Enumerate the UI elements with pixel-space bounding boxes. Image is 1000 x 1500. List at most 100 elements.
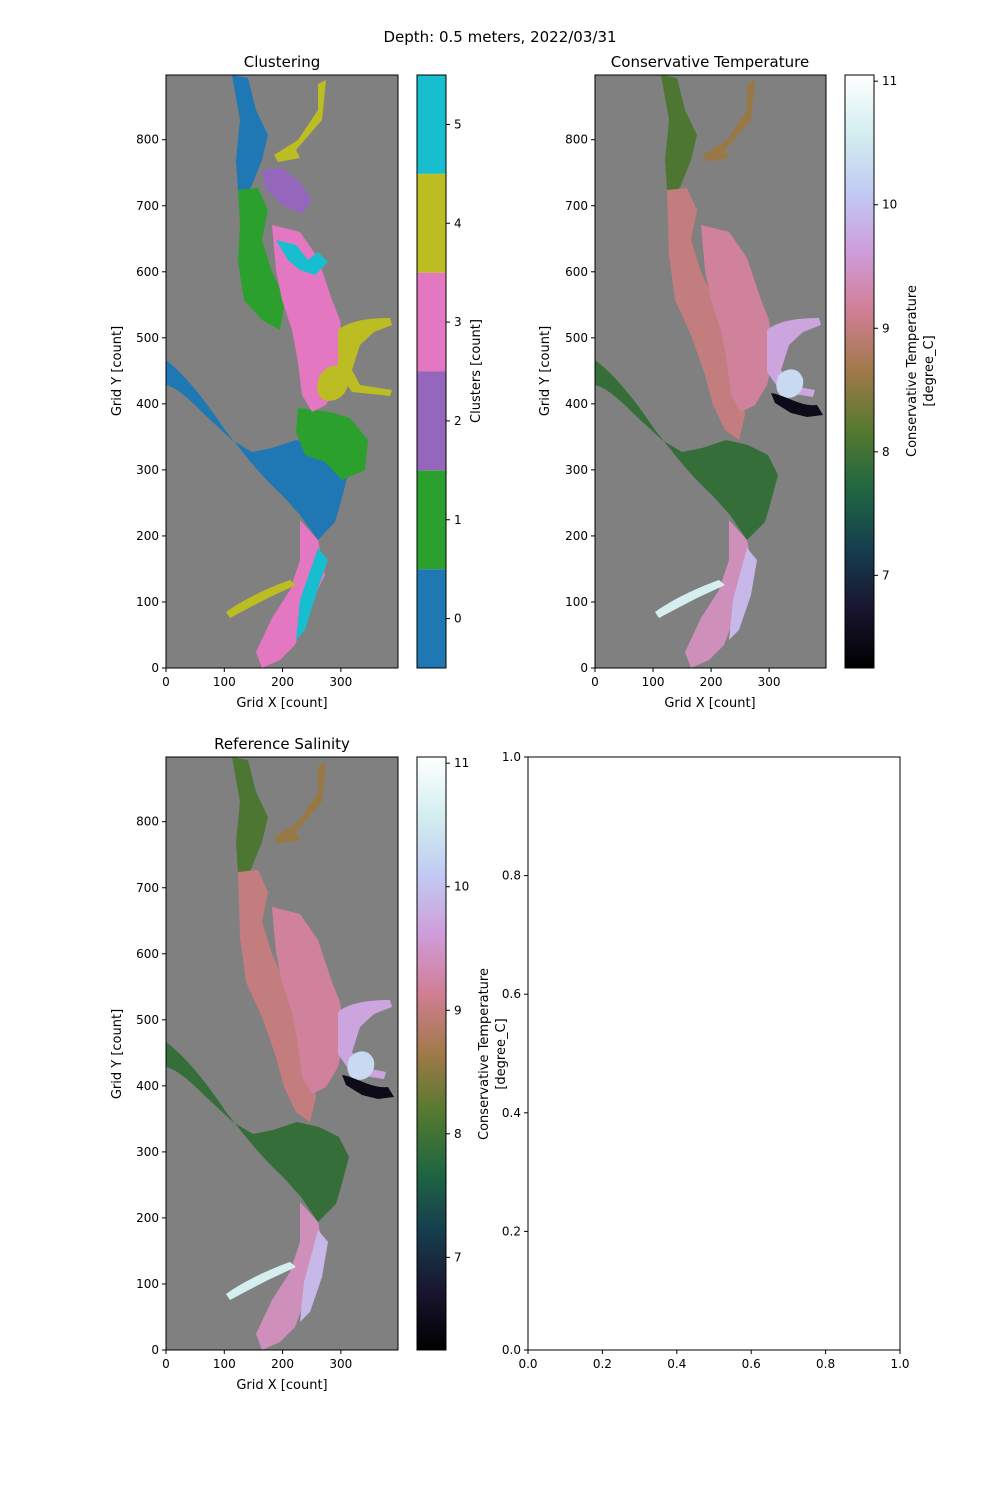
water-cluster-1-mid xyxy=(296,408,368,480)
x-tick-label: 200 xyxy=(271,675,294,689)
y-tick-label: 0.0 xyxy=(502,1343,521,1357)
colorbar-segment-2 xyxy=(417,371,446,471)
x-axis: 0 100 200 300 xyxy=(162,668,352,689)
colorbar-segment-3 xyxy=(417,272,446,372)
colorbar-clusters: 0 1 2 3 4 5 xyxy=(416,74,462,669)
colorbar-tick-label: 8 xyxy=(454,1127,462,1141)
y-tick-label: 0.4 xyxy=(502,1106,521,1120)
colorbar-tick-label: 0 xyxy=(454,612,462,626)
water-cluster-3-main xyxy=(272,225,345,412)
panel-reference-salinity: Reference Salinity 0 100 200 300 0 100 200 300… xyxy=(110,735,509,1393)
x-tick-label: 300 xyxy=(329,675,352,689)
colorbar-label-line-2: [degree_C] xyxy=(494,1018,509,1089)
y-tick-label: 100 xyxy=(136,1277,159,1291)
cluster-map xyxy=(166,75,392,668)
colorbar-label-line-1: Conservative Temperature xyxy=(905,285,920,457)
y-axis: 0 100 200 300 400 500 600 700 800 xyxy=(136,815,166,1357)
water-cluster-2 xyxy=(262,168,312,214)
y-axis-label: Grid Y [count] xyxy=(538,326,553,416)
colorbar-segment-0 xyxy=(417,569,446,668)
colorbar-temperature: 7 8 9 10 11 xyxy=(416,756,469,1351)
colorbar-tick-label: 9 xyxy=(454,1003,462,1017)
water-cluster-4-inlet-south xyxy=(226,580,296,618)
x-tick-label: 300 xyxy=(329,1357,352,1371)
water-cluster-5-south xyxy=(296,548,328,640)
x-tick-label: 100 xyxy=(642,675,665,689)
x-axis-label: Grid X [count] xyxy=(236,696,327,711)
y-axis: 0.0 0.2 0.4 0.6 0.8 1.0 xyxy=(502,750,528,1357)
colorbar-segment-5 xyxy=(417,75,446,174)
x-tick-label: 300 xyxy=(758,675,781,689)
x-tick-label: 0 xyxy=(591,675,599,689)
axes-frame xyxy=(594,74,827,669)
y-axis-label: Grid Y [count] xyxy=(110,326,125,416)
panel-conservative-temperature: Conservative Temperature 0 100 200 300 0100… xyxy=(538,53,937,711)
y-tick-label: 800 xyxy=(136,815,159,829)
colorbar-tick-label: 5 xyxy=(454,117,462,131)
water-region-south-channel xyxy=(256,1202,325,1350)
x-tick-label: 0 xyxy=(162,1357,170,1371)
panel-title: Clustering xyxy=(244,53,320,71)
colorbar-segment-1 xyxy=(417,470,446,570)
y-tick-label: 700 xyxy=(136,199,159,213)
x-tick-label: 100 xyxy=(213,1357,236,1371)
y-tick-label: 0.8 xyxy=(502,869,521,883)
colorbar-tick-label: 11 xyxy=(454,756,469,770)
x-tick-label: 0.2 xyxy=(593,1357,612,1371)
water-region-strait-west xyxy=(595,360,778,540)
y-tick-label: 300 xyxy=(136,1145,159,1159)
water-region-cold-channel xyxy=(771,393,823,417)
colorbar-tick-label: 3 xyxy=(454,315,462,329)
temperature-map xyxy=(595,75,823,668)
colorbar-label: Clusters [count] xyxy=(469,319,484,423)
colorbar-tick-label: 4 xyxy=(454,216,462,230)
water-region-south-inlet xyxy=(226,1262,296,1300)
x-tick-label: 1.0 xyxy=(890,1357,909,1371)
colorbar-frame xyxy=(844,74,875,669)
x-tick-label: 0 xyxy=(162,675,170,689)
panel-title: Reference Salinity xyxy=(214,735,350,753)
x-tick-label: 0.6 xyxy=(742,1357,761,1371)
colorbar-tick-label: 1 xyxy=(454,513,462,527)
water-region-north-channel xyxy=(232,757,268,880)
y-tick-label: 0.2 xyxy=(502,1224,521,1238)
x-axis: 0 100 200 300 xyxy=(162,1350,352,1371)
y-tick-label: 300 xyxy=(565,463,588,477)
axes-frame xyxy=(165,756,399,1351)
water-region-north-inlet xyxy=(703,80,755,162)
land-background xyxy=(166,75,398,668)
colorbar-segment-4 xyxy=(417,173,446,273)
salinity-map xyxy=(166,757,394,1350)
colorbar-tick-label: 2 xyxy=(454,414,462,428)
water-region-cold-channel xyxy=(342,1075,394,1099)
colorbar-frame xyxy=(416,756,447,1351)
panel-empty-axes: 0.0 0.2 0.4 0.6 0.8 1.0 0.0 0.2 0.4 0.6 0.8 1.0 xyxy=(502,750,910,1371)
water-cluster-4-inlet-north xyxy=(274,80,326,162)
y-tick-label: 0.6 xyxy=(502,987,521,1001)
y-tick-label: 600 xyxy=(136,265,159,279)
water-cluster-0-north xyxy=(232,75,268,198)
y-tick-label: 800 xyxy=(136,133,159,147)
colorbar-tick-label: 10 xyxy=(882,198,897,212)
y-axis: 0 100 200 300 400 500 600 700 800 xyxy=(565,133,595,675)
x-tick-label: 200 xyxy=(271,1357,294,1371)
water-region-south-east xyxy=(300,1230,328,1322)
water-region-north-inlet xyxy=(274,762,326,844)
colorbar-gradient-fill xyxy=(845,75,874,668)
water-region-strait-west xyxy=(166,1042,349,1222)
y-tick-label: 300 xyxy=(136,463,159,477)
y-tick-label: 200 xyxy=(565,529,588,543)
colorbar-tick-label: 7 xyxy=(882,568,890,582)
water-region-south-east xyxy=(729,548,757,640)
y-axis-label: Grid Y [count] xyxy=(110,1009,125,1099)
x-axis: 0.0 0.2 0.4 0.6 0.8 1.0 xyxy=(518,1350,910,1371)
x-tick-label: 0.4 xyxy=(667,1357,686,1371)
water-region-south-channel xyxy=(685,520,754,668)
water-cluster-4-basin xyxy=(317,365,349,401)
water-region-north-channel xyxy=(661,75,697,198)
colorbar-tick-label: 7 xyxy=(454,1250,462,1264)
y-tick-label: 600 xyxy=(565,265,588,279)
y-tick-label: 200 xyxy=(136,1211,159,1225)
colorbar-tick-label: 8 xyxy=(882,445,890,459)
